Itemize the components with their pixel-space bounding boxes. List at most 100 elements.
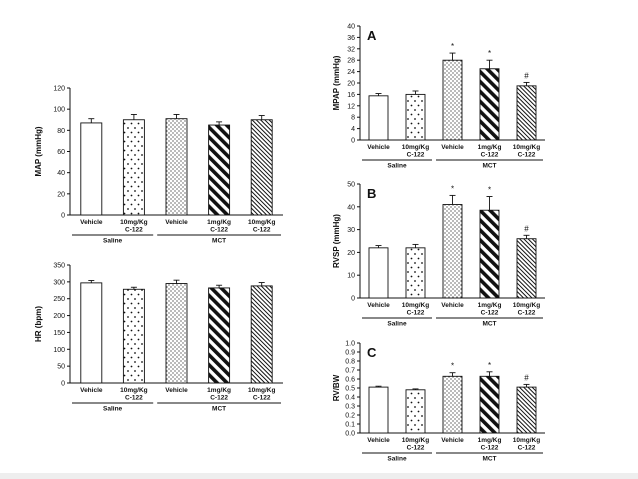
bar: [208, 287, 231, 384]
bar: [405, 247, 426, 299]
y-tick-label: 40: [347, 24, 355, 31]
bar: [405, 93, 426, 141]
group-label: Saline: [103, 238, 123, 245]
significance-marker: #: [524, 224, 529, 233]
bar: [442, 59, 463, 141]
y-tick-label: 0: [351, 296, 355, 303]
hr-chart: 0 50 100 150 200 250 300 350 HR (bpm) Vehicle 10mg…: [34, 263, 283, 413]
x-tick-label: Vehicle: [80, 219, 103, 226]
y-tick-label: 0: [351, 138, 355, 145]
x-tick-label: C-122: [518, 152, 536, 159]
y-tick-label: 350: [53, 263, 65, 270]
y-tick-label: 0: [61, 381, 65, 388]
x-tick-label: C-122: [125, 395, 143, 402]
group-label: Saline: [387, 321, 407, 328]
x-tick-label: 1mg/Kg: [207, 387, 231, 394]
bar: [250, 119, 273, 216]
x-tick-label: C-122: [253, 227, 271, 234]
y-tick-label: 200: [53, 313, 65, 320]
y-tick-label: 0.6: [345, 377, 355, 384]
y-tick-label: 20: [347, 250, 355, 257]
bar: [122, 288, 145, 384]
y-tick-label: 24: [347, 69, 355, 76]
x-tick-label: C-122: [481, 310, 499, 317]
bar: [122, 119, 145, 216]
x-tick-label: Vehicle: [367, 144, 390, 151]
y-tick-label: 50: [347, 182, 355, 189]
group-label: MCT: [482, 163, 496, 170]
bar: [165, 283, 188, 384]
y-tick-label: 250: [53, 296, 65, 303]
y-tick-label: 0.8: [345, 359, 355, 366]
x-tick-label: C-122: [481, 152, 499, 159]
y-tick-label: 20: [57, 191, 65, 198]
bar: [479, 209, 500, 299]
bar: [208, 124, 231, 216]
y-tick-label: 40: [347, 204, 355, 211]
y-tick-label: 0.9: [345, 350, 355, 357]
y-tick-label: 0.7: [345, 368, 355, 375]
significance-marker: *: [488, 361, 491, 370]
group-label: MCT: [212, 406, 226, 413]
x-tick-label: Vehicle: [165, 219, 188, 226]
x-tick-label: Vehicle: [441, 437, 464, 444]
x-tick-label: 10mg/Kg: [402, 437, 429, 444]
bottom-strip: [0, 473, 638, 479]
bar: [479, 68, 500, 141]
y-tick-label: 0.1: [345, 422, 355, 429]
x-tick-label: Vehicle: [367, 302, 390, 309]
bar: [250, 285, 273, 384]
significance-marker: *: [451, 184, 454, 193]
bar: [368, 386, 389, 434]
x-tick-label: 10mg/Kg: [120, 219, 147, 226]
x-tick-label: C-122: [518, 445, 536, 452]
bar: [479, 375, 500, 434]
y-tick-label: 12: [347, 103, 355, 110]
bar: [80, 122, 103, 216]
x-tick-label: C-122: [125, 227, 143, 234]
y-tick-label: 10: [347, 273, 355, 280]
bar: [442, 375, 463, 434]
group-label: MCT: [482, 456, 496, 463]
group-label: MCT: [482, 321, 496, 328]
y-tick-label: 32: [347, 46, 355, 53]
panel-label: C: [367, 345, 377, 360]
x-tick-label: Vehicle: [80, 387, 103, 394]
bar: [368, 247, 389, 299]
group-label: Saline: [103, 406, 123, 413]
x-tick-label: C-122: [253, 395, 271, 402]
x-tick-label: 10mg/Kg: [513, 437, 540, 444]
y-tick-label: 40: [57, 170, 65, 177]
bar: [442, 204, 463, 299]
mpap-chart: 0 4 8 12 16 20 24 28 32 36 40 MPAP (mmHg) A Vehicle 10…: [332, 24, 545, 170]
y-tick-label: 0: [61, 213, 65, 220]
y-tick-label: 60: [57, 149, 65, 156]
bar: [516, 386, 537, 434]
x-tick-label: C-122: [518, 310, 536, 317]
x-tick-label: Vehicle: [441, 302, 464, 309]
x-tick-label: 1mg/Kg: [478, 302, 502, 309]
y-tick-label: 8: [351, 115, 355, 122]
y-tick-label: 120: [53, 86, 65, 93]
x-tick-label: C-122: [210, 227, 228, 234]
y-axis-label: MAP (mmHg): [34, 126, 43, 176]
x-tick-label: 10mg/Kg: [402, 302, 429, 309]
group-label: Saline: [387, 163, 407, 170]
x-tick-label: C-122: [407, 310, 425, 317]
y-tick-label: 0.5: [345, 386, 355, 393]
x-tick-label: C-122: [407, 445, 425, 452]
y-axis-label: MPAP (mmHg): [332, 55, 341, 110]
y-tick-label: 300: [53, 279, 65, 286]
group-label: MCT: [212, 238, 226, 245]
bar: [516, 238, 537, 299]
bar: [80, 282, 103, 384]
y-tick-label: 80: [57, 128, 65, 135]
significance-marker: *: [488, 49, 491, 58]
x-tick-label: C-122: [481, 445, 499, 452]
x-tick-label: 10mg/Kg: [248, 387, 275, 394]
y-tick-label: 0.2: [345, 413, 355, 420]
rv-bw-chart: 0.0 0.1 0.2 0.3 0.4 0.5 0.6 0.7 0.8 0.9 1.0 RV/BW C V…: [332, 341, 545, 463]
x-tick-label: 10mg/Kg: [402, 144, 429, 151]
bar: [405, 389, 426, 434]
